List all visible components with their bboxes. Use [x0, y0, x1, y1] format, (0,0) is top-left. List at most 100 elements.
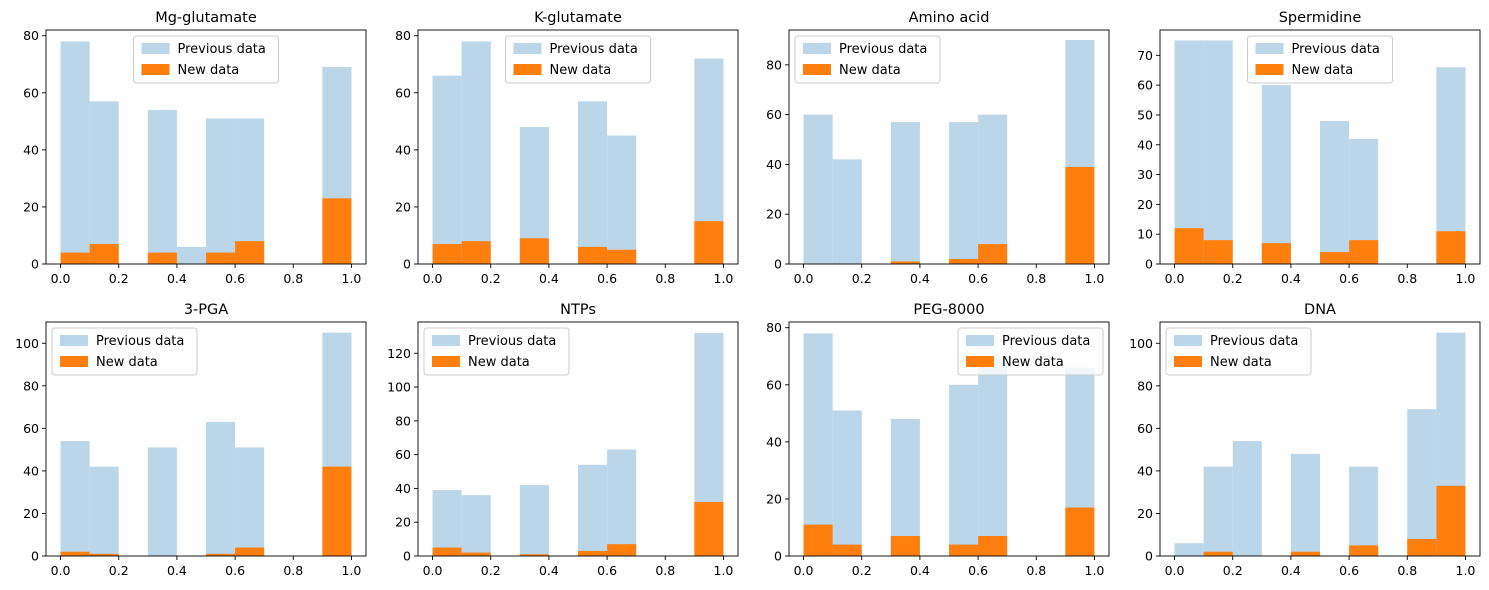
y-tick-label: 30: [1137, 167, 1153, 182]
x-tick-label: 0.0: [1165, 563, 1185, 578]
x-tick-label: 0.2: [109, 563, 129, 578]
subplot-5: 0.0 0.2 0.4 0.6 0.8 1.0 0 20 40 60 80 100 120 NTPs Pre…: [387, 302, 739, 578]
legend-label: New data: [1210, 355, 1272, 370]
x-tick-label: 0.0: [794, 563, 814, 578]
x-tick-label: 0.8: [655, 563, 675, 578]
legend-swatch: [141, 64, 170, 75]
y-tick-label: 20: [23, 506, 39, 521]
bar: [206, 252, 236, 264]
bar: [803, 333, 833, 556]
x-tick-label: 0.2: [1223, 271, 1243, 286]
subplot-title: Amino acid: [909, 10, 990, 26]
bar: [949, 384, 979, 556]
bar: [1436, 231, 1466, 264]
y-tick-label: 20: [1137, 506, 1153, 521]
series-1: [803, 507, 1095, 556]
bar: [890, 122, 920, 264]
bar: [978, 114, 1008, 264]
legend-swatch: [966, 356, 994, 367]
bar: [1174, 543, 1204, 556]
bar: [147, 447, 177, 556]
x-tick-label: 0.2: [481, 563, 501, 578]
bar: [461, 241, 491, 264]
legend-swatch: [966, 335, 994, 346]
y-tick-label: 20: [395, 515, 411, 530]
legend-swatch: [1255, 43, 1284, 54]
series-1: [60, 466, 352, 556]
y-tick-label: 40: [395, 481, 411, 496]
x-tick-label: 0.6: [1339, 563, 1359, 578]
y-tick-label: 40: [23, 142, 39, 157]
legend-swatch: [1174, 335, 1202, 346]
series-1: [1174, 228, 1466, 264]
bar: [1261, 243, 1291, 264]
bar: [1320, 252, 1350, 264]
y-tick-label: 40: [766, 157, 782, 172]
x-tick-label: 0.6: [597, 271, 617, 286]
y-tick-label: 80: [1137, 378, 1153, 393]
bar: [322, 466, 352, 556]
legend: Previous data New data: [957, 327, 1104, 376]
bar: [1320, 120, 1350, 264]
bar: [578, 550, 608, 556]
bar: [1203, 551, 1233, 556]
legend-box: [794, 35, 941, 84]
x-tick-label: 1.0: [342, 563, 362, 578]
legend-box: [957, 327, 1104, 376]
bar: [1290, 551, 1320, 556]
bar: [890, 261, 920, 264]
bar: [803, 114, 833, 264]
x-tick-label: 0.0: [423, 271, 443, 286]
y-tick-label: 80: [766, 57, 782, 72]
legend-label: Previous data: [1210, 334, 1298, 349]
bar: [519, 554, 549, 556]
x-tick-label: 0.0: [51, 563, 71, 578]
legend-label: New data: [96, 355, 158, 370]
bar: [1174, 40, 1204, 265]
subplot-4: 0.0 0.2 0.4 0.6 0.8 1.0 0 20 40 60 80 100 3-PGA Previ…: [15, 302, 367, 578]
axes-frame: [788, 321, 1110, 557]
legend-label: New data: [550, 63, 612, 78]
legend-swatch: [432, 335, 460, 346]
y-tick-label: 60: [23, 421, 39, 436]
bar: [60, 441, 90, 556]
axes-frame: [1159, 29, 1481, 265]
bar: [694, 501, 724, 556]
y-tick-label: 60: [395, 447, 411, 462]
legend-label: New data: [1292, 63, 1354, 78]
y-tick-label: 40: [766, 434, 782, 449]
legend-label: Previous data: [468, 334, 556, 349]
y-tick-label: 10: [1137, 227, 1153, 242]
legend-swatch: [1174, 356, 1202, 367]
x-tick-label: 0.4: [910, 563, 930, 578]
y-tick-label: 60: [395, 85, 411, 100]
subplot-7: 0.0 0.2 0.4 0.6 0.8 1.0 0 20 40 60 80 100 DNA Previou…: [1129, 302, 1481, 578]
subplot-title: PEG-8000: [913, 302, 984, 318]
bar: [607, 135, 637, 264]
bar: [578, 464, 608, 556]
x-tick-label: 0.6: [1339, 271, 1359, 286]
axes-frame: [417, 29, 739, 265]
y-tick-label: 20: [1137, 197, 1153, 212]
legend-label: Previous data: [1002, 334, 1090, 349]
series-0: [432, 332, 724, 556]
bar: [949, 259, 979, 264]
y-tick-label: 60: [766, 377, 782, 392]
y-tick-label: 80: [766, 320, 782, 335]
bar: [978, 536, 1008, 556]
subplot-title: Mg-glutamate: [155, 10, 257, 26]
bar: [147, 109, 177, 265]
bar: [978, 359, 1008, 556]
series-0: [1174, 332, 1466, 556]
legend-label: New data: [1002, 355, 1064, 370]
subplot-3: 0.0 0.2 0.4 0.6 0.8 1.0 0 10 20 30 40 50 60 70 Spermid…: [1137, 10, 1481, 286]
bar: [1290, 453, 1320, 556]
bar: [607, 449, 637, 556]
x-tick-label: 0.4: [539, 271, 559, 286]
bar: [949, 544, 979, 556]
bar: [89, 466, 119, 556]
x-tick-label: 0.6: [968, 271, 988, 286]
axes-frame: [788, 29, 1110, 265]
bar: [832, 159, 862, 264]
